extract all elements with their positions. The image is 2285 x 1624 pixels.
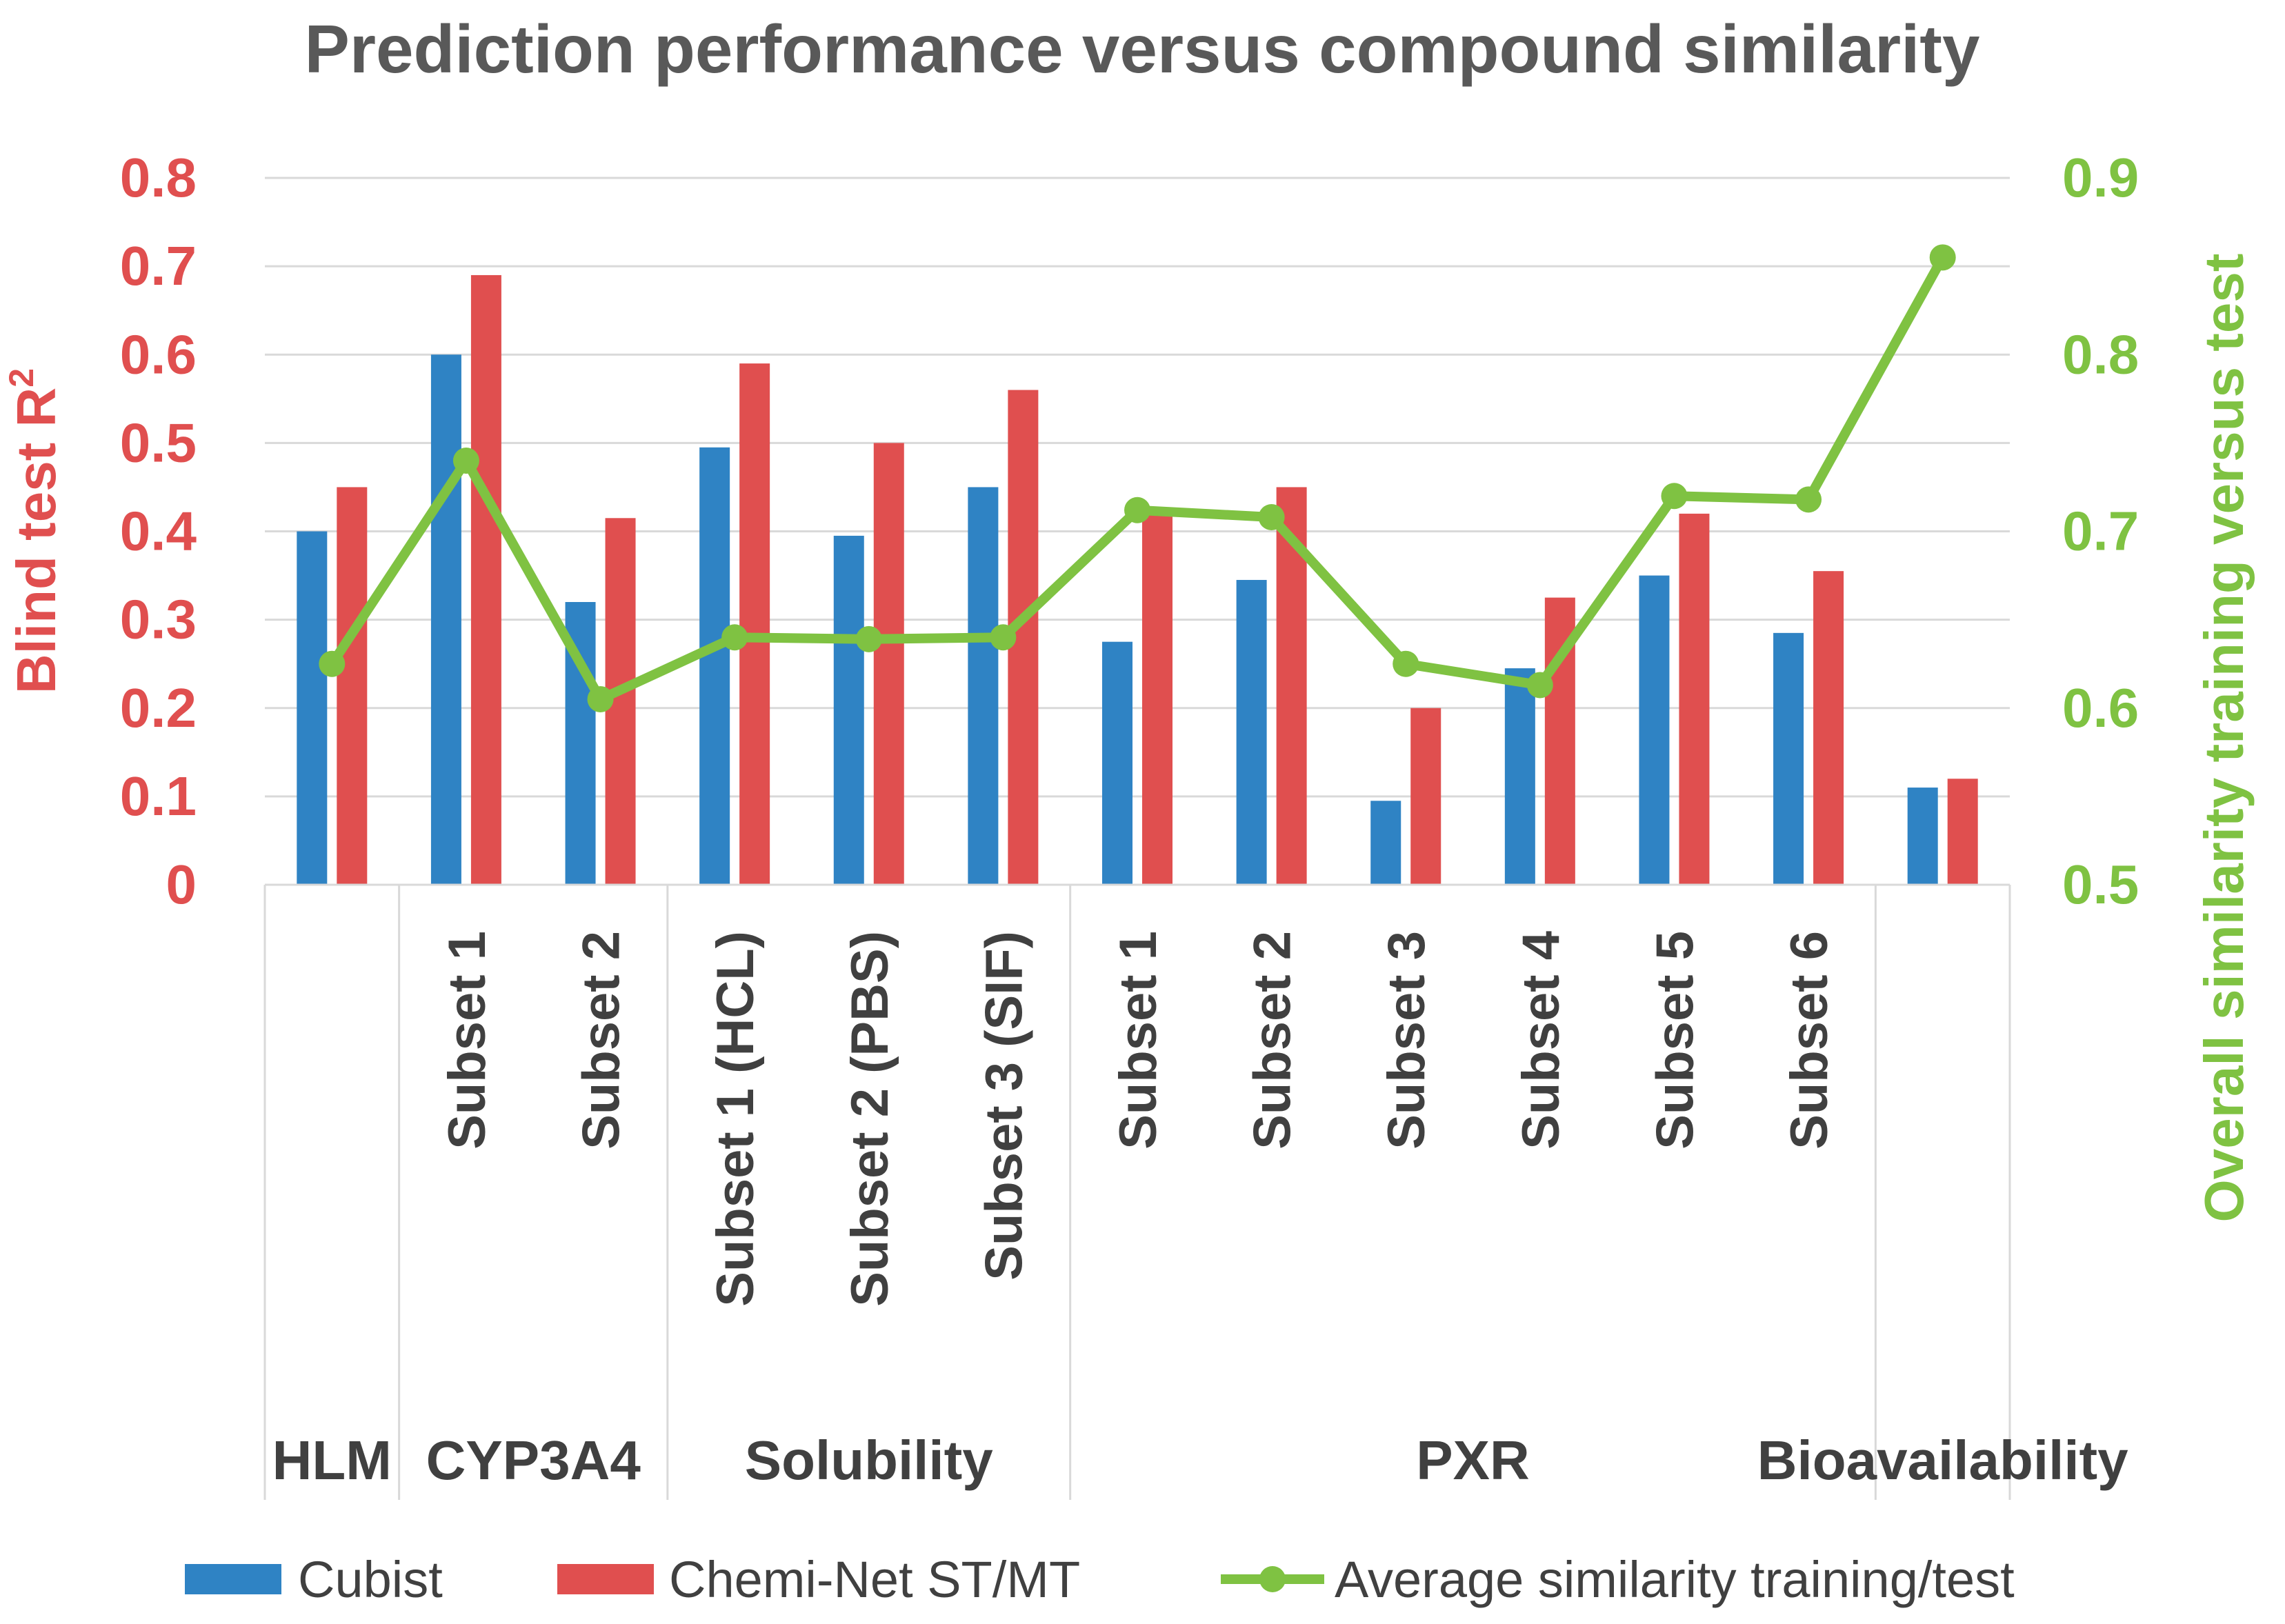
bar-chemi-net [337,487,368,885]
similarity-line [319,244,1956,712]
similarity-point [587,685,614,712]
similarity-point [1661,483,1688,510]
group-label: CYP3A4 [426,1430,641,1491]
category-label: Subset 4 [1512,931,1570,1150]
bar-chemi-net [1947,779,1978,885]
left-tick-label: 0.3 [120,589,197,650]
gridlines [265,177,2010,798]
legend-swatch [557,1564,654,1594]
right-tick-label: 0.7 [2062,501,2139,562]
bar-cubist [1236,579,1267,885]
legend-label: Cubist [298,1551,443,1608]
chart-title: Prediction performance versus compound s… [305,11,1980,87]
legend-swatch [185,1564,281,1594]
right-axis-ticks: 0.5 0.6 0.7 0.8 0.9 [2062,147,2139,915]
bar-cubist [297,531,328,885]
group-label: HLM [272,1430,392,1491]
left-axis-label: Blind test R2 [2,368,67,694]
category-label: Subset 1 [438,931,497,1150]
similarity-point [990,624,1017,651]
similarity-point [1929,244,1956,271]
bar-cubist [1907,788,1938,885]
similarity-point [1795,486,1822,513]
group-label: Solubility [745,1430,994,1491]
category-label: Subset 2 [572,931,631,1150]
bar-cubist [1639,575,1670,885]
bar-cubist [833,535,864,885]
similarity-point [721,624,748,651]
category-label: Subset 6 [1780,931,1839,1150]
bar-chemi-net [1142,513,1173,885]
category-label: Subset 5 [1646,931,1704,1150]
similarity-point [1258,504,1285,530]
left-tick-label: 0.7 [120,235,197,297]
group-label: PXR [1416,1430,1530,1491]
right-axis-label: Overall similarity training versus test [2193,253,2255,1222]
category-label: Subset 1 [1109,931,1168,1150]
similarity-point [1124,497,1150,523]
bar-cubist [1773,632,1804,885]
bar-cubist [1370,801,1401,885]
legend-label: Chemi-Net ST/MT [669,1551,1080,1608]
bar-chemi-net [470,274,501,885]
left-axis-ticks: 0 0.1 0.2 0.3 0.4 0.5 0.6 0.7 0.8 [120,147,197,915]
bar-chemi-net [1679,513,1710,885]
left-tick-label: 0.6 [120,323,197,385]
bar-cubist [1504,668,1535,885]
category-label: Subset 1 (HCL) [706,931,765,1307]
similarity-point [452,448,479,474]
left-tick-label: 0.4 [120,501,197,562]
bar-chemi-net [1410,708,1441,885]
left-tick-label: 0.1 [120,765,197,827]
bar-chemi-net [1813,571,1844,885]
left-tick-label: 0.5 [120,412,197,473]
category-label: Subset 2 [1244,931,1302,1150]
similarity-point [1393,650,1419,677]
left-tick-label: 0.2 [120,677,197,739]
bar-chemi-net [873,443,904,885]
left-axis-label-superscript: 2 [2,368,41,388]
group-label: Bioavailability [1757,1430,2128,1491]
x-axis: Subset 1 Subset 2 Subset 1 (HCL) Subset 2 (… [263,883,2128,1500]
bar-chemi-net [739,363,770,885]
legend-swatch-marker [1259,1566,1286,1592]
bar-cubist [1102,641,1132,885]
legend-label: Average similarity training/test [1335,1551,2015,1608]
left-tick-label: 0.8 [120,147,197,208]
right-tick-label: 0.8 [2062,323,2139,385]
right-tick-label: 0.9 [2062,147,2139,208]
left-tick-label: 0 [166,854,197,915]
bar-cubist [968,487,999,885]
right-tick-label: 0.5 [2062,854,2139,915]
bar-cubist [430,354,461,885]
category-label: Subset 3 (SIF) [975,931,1033,1281]
right-tick-label: 0.6 [2062,677,2139,739]
category-label: Subset 3 [1377,931,1436,1150]
bar-cubist [699,447,730,885]
bars [297,274,1978,885]
left-axis-label-text: Blind test R [6,388,67,694]
similarity-point [1526,672,1553,699]
similarity-point [319,650,346,677]
category-label: Subset 2 (PBS) [841,931,899,1307]
similarity-point [855,625,882,652]
legend: Cubist Chemi-Net ST/MT Average similarity … [185,1551,2015,1608]
